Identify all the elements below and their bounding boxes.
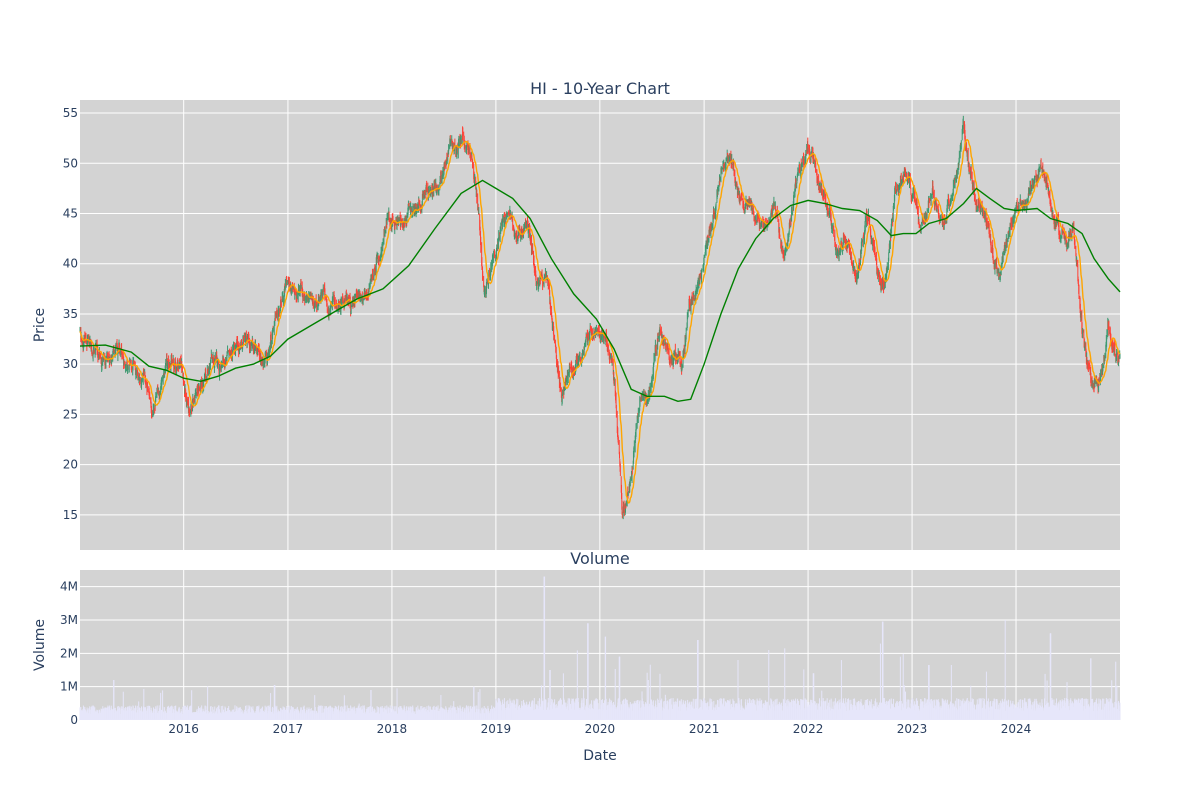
stock-chart: 15202530354045505501M2M3M4M2016201720182… [0,0,1200,800]
chart-svg: 15202530354045505501M2M3M4M2016201720182… [0,0,1200,800]
